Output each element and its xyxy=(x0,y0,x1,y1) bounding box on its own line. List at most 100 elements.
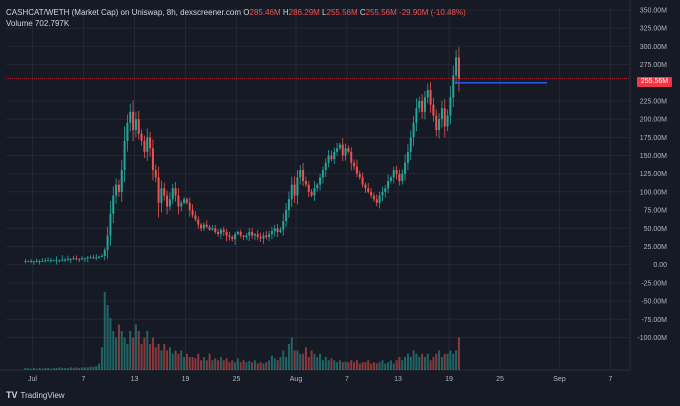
volume-bar xyxy=(115,337,118,370)
volume-bar xyxy=(457,337,460,370)
volume-bar xyxy=(273,358,276,370)
volume-bar xyxy=(143,337,146,370)
volume-bar xyxy=(440,357,443,370)
volume-bar xyxy=(307,357,310,370)
volume-bar xyxy=(134,324,137,370)
candle-body xyxy=(222,229,225,232)
volume-bar xyxy=(168,347,171,370)
volume-bar xyxy=(432,357,435,370)
candle-body xyxy=(44,260,47,262)
candle-body xyxy=(446,115,449,127)
volume-bar xyxy=(112,331,115,370)
candle-body xyxy=(200,224,203,229)
candle-body xyxy=(205,224,208,227)
volume-bar xyxy=(452,353,455,370)
candle-body xyxy=(55,260,58,262)
candle-body xyxy=(287,199,290,211)
candle-body xyxy=(154,170,157,178)
volume-bar xyxy=(279,357,282,370)
candle-body xyxy=(438,119,441,131)
volume-bar xyxy=(95,366,98,370)
volume-bar xyxy=(157,344,160,370)
candle-body xyxy=(75,258,78,260)
volume-bar xyxy=(225,358,228,370)
footer-brand[interactable]: TV TradingView xyxy=(6,390,65,400)
candle-body xyxy=(321,170,324,178)
volume-bar xyxy=(30,368,33,370)
volume-bar xyxy=(319,353,322,370)
candle-body xyxy=(273,228,276,232)
high-value: 286.29M xyxy=(288,8,320,17)
candle-body xyxy=(350,151,353,163)
time-axis-tick-label: 19 xyxy=(182,376,190,383)
volume-bar xyxy=(285,357,288,370)
volume-bar xyxy=(435,353,438,370)
volume-bar xyxy=(47,368,50,370)
volume-bar xyxy=(200,360,203,370)
candle-body xyxy=(157,177,160,203)
candle-body xyxy=(372,195,375,200)
candle-body xyxy=(253,234,256,236)
volume-bar xyxy=(443,353,446,370)
volume-bar xyxy=(214,358,217,370)
price-axis-tick-label: 200.00M xyxy=(640,117,667,124)
volume-bar xyxy=(327,360,330,370)
candle-body xyxy=(336,148,339,152)
volume-bar xyxy=(27,368,30,370)
candle-body xyxy=(304,181,307,185)
volume-bar xyxy=(387,362,390,370)
candle-body xyxy=(92,257,95,259)
candle-body xyxy=(389,177,392,181)
time-axis-tick-label: 7 xyxy=(609,376,613,383)
candle-body xyxy=(384,188,387,192)
volume-bar xyxy=(75,367,78,370)
candle-body xyxy=(191,210,194,216)
candle-body xyxy=(123,140,126,171)
candle-body xyxy=(117,184,120,192)
time-axis-tick-label: Jul xyxy=(28,376,37,383)
candle-body xyxy=(262,235,265,239)
candle-body xyxy=(316,184,319,189)
volume-bar xyxy=(92,366,95,370)
volume-bar xyxy=(160,350,163,370)
volume-value: 702.797K xyxy=(34,19,70,28)
candle-body xyxy=(293,184,296,196)
brand-label: TradingView xyxy=(20,391,65,400)
volume-bar xyxy=(228,362,231,370)
candle-body xyxy=(58,260,61,262)
candle-body xyxy=(279,229,282,232)
volume-bar xyxy=(24,368,27,370)
volume-bar xyxy=(83,367,86,370)
candle-body xyxy=(347,148,350,152)
volume-bar xyxy=(202,357,205,370)
candle-body xyxy=(418,100,421,109)
candle-body xyxy=(134,119,137,131)
candle-body xyxy=(276,228,279,232)
candle-body xyxy=(174,188,177,196)
volume-bar xyxy=(375,363,378,370)
candle-body xyxy=(228,235,231,238)
price-axis-tick-label: -25.00M xyxy=(641,280,667,287)
volume-bar xyxy=(276,360,279,370)
candle-body xyxy=(378,195,381,203)
volume-bar xyxy=(52,368,55,370)
volume-bar xyxy=(89,366,92,370)
candle-body xyxy=(429,90,432,105)
volume-bar xyxy=(171,353,174,370)
volume-bar xyxy=(406,353,409,370)
candle-body xyxy=(168,199,171,207)
candle-body xyxy=(112,195,115,214)
candle-body xyxy=(234,234,237,240)
volume-bar xyxy=(242,360,245,370)
time-axis-tick-label: Sep xyxy=(553,376,566,383)
candle-body xyxy=(38,261,41,263)
volume-bar xyxy=(381,360,384,370)
time-axis-tick-label: 13 xyxy=(131,376,139,383)
volume-bar xyxy=(66,368,69,370)
volume-bar xyxy=(333,360,336,370)
candle-body xyxy=(299,170,302,178)
volume-bar xyxy=(149,344,152,370)
volume-bar xyxy=(109,318,112,370)
chart-header: CASHCAT/WETH (Market Cap) on Uniswap, 8h… xyxy=(6,8,466,17)
